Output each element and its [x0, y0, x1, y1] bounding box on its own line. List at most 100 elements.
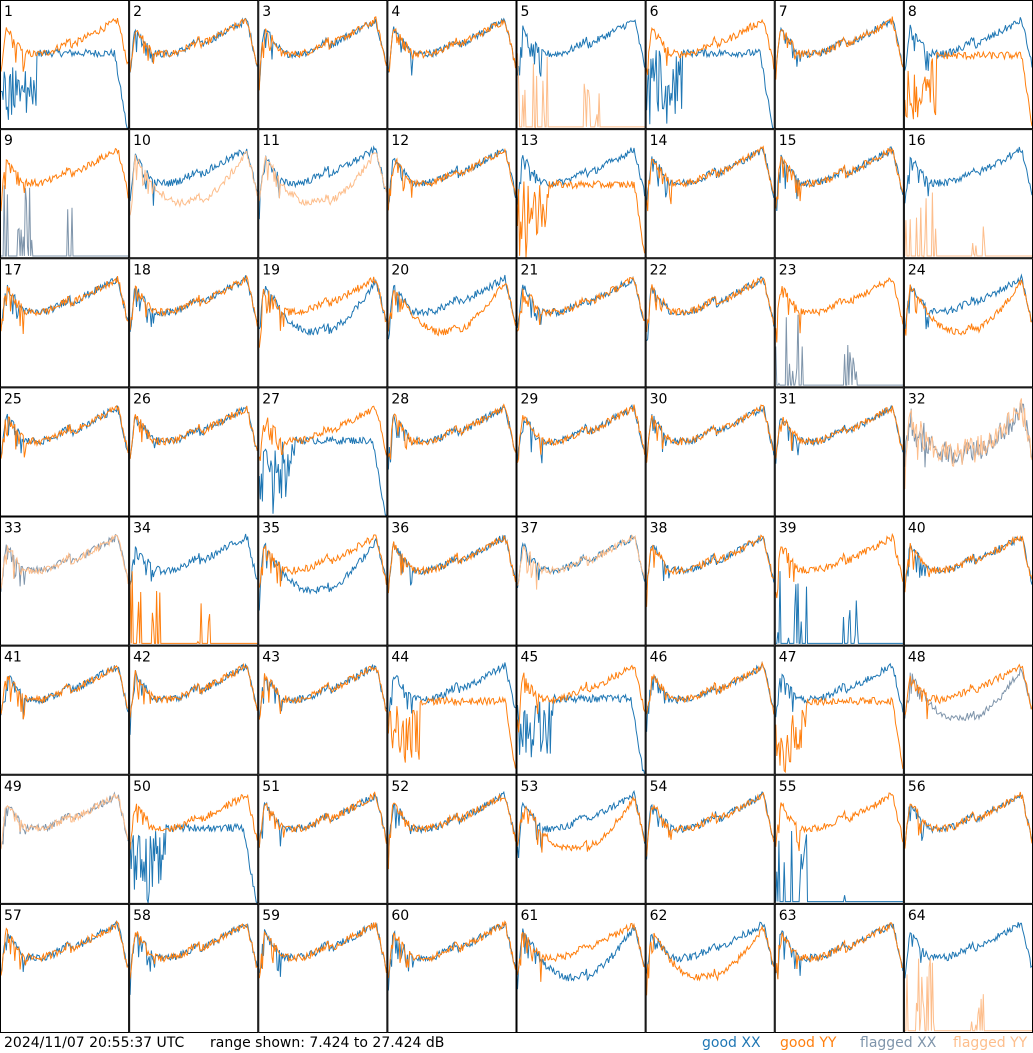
panel-7-xx-line [775, 18, 904, 75]
panel-34-frame [129, 516, 259, 646]
panel-3-yy-line [258, 16, 387, 91]
panel-34-xx-line [129, 533, 258, 586]
panel-47-label: 47 [779, 650, 797, 666]
panel-5: 5 [516, 0, 646, 130]
panel-60: 60 [387, 903, 517, 1033]
panel-53-yy-line [517, 795, 646, 853]
panel-52-yy-line [387, 793, 516, 870]
panel-45-frame [516, 645, 646, 775]
panel-47-frame [774, 645, 904, 775]
panel-13-xx-line [517, 147, 646, 205]
panel-16-xx-line [904, 146, 1033, 204]
panel-37: 37 [516, 516, 646, 646]
panel-22: 22 [645, 258, 775, 388]
panel-39-frame [774, 516, 904, 646]
range-text: range shown: 7.424 to 27.424 dB [210, 1035, 445, 1051]
panel-54: 54 [645, 774, 775, 904]
panel-7: 7 [774, 0, 904, 130]
panel-55-xx-line [775, 830, 903, 903]
panel-43-yy-line [258, 665, 387, 720]
panel-40-yy-line [904, 535, 1033, 593]
panel-9-frame [0, 129, 130, 259]
panel-34-label: 34 [133, 521, 151, 537]
panel-5-yy-line [517, 53, 645, 129]
panel-20-frame [387, 258, 517, 388]
panel-38-xx-line [646, 535, 775, 591]
panel-49-label: 49 [4, 779, 22, 795]
panel-19-yy-line [258, 276, 387, 348]
panel-47-yy-line [775, 696, 904, 774]
panel-11-frame [258, 129, 388, 259]
panel-44-xx-line [387, 662, 516, 727]
panel-28-yy-line [387, 403, 516, 460]
panel-48: 48 [903, 645, 1033, 775]
panel-37-label: 37 [521, 521, 539, 537]
panel-35-xx-line [258, 537, 387, 611]
panel-30-yy-line [646, 404, 775, 463]
panel-24-yy-line [904, 279, 1033, 336]
panel-35: 35 [258, 516, 388, 646]
panel-1-label: 1 [4, 4, 13, 20]
panel-10-yy-line [129, 150, 258, 216]
panel-8-frame [903, 0, 1033, 130]
panel-27-label: 27 [262, 391, 280, 407]
panel-39-yy-line [775, 532, 904, 599]
panel-63-yy-line [775, 922, 904, 980]
panel-18-frame [129, 258, 259, 388]
panel-37-yy-line [517, 533, 646, 590]
panel-58-frame [129, 903, 259, 1033]
panel-50-xx-line [129, 822, 258, 904]
panel-23: 23 [774, 258, 904, 388]
panel-64-xx-line [904, 922, 1033, 979]
panel-52-label: 52 [391, 779, 409, 795]
panel-20-xx-line [387, 274, 516, 340]
panel-63-frame [774, 903, 904, 1033]
panel-19-label: 19 [262, 262, 280, 278]
panel-11-yy-line [258, 152, 387, 207]
panel-28-label: 28 [391, 391, 409, 407]
panel-26: 26 [129, 387, 259, 517]
panel-19: 19 [258, 258, 388, 388]
panel-36-frame [387, 516, 517, 646]
panel-56-yy-line [904, 791, 1033, 849]
panel-55-label: 55 [779, 779, 797, 795]
panel-38: 38 [645, 516, 775, 646]
panel-27: 27 [258, 387, 388, 517]
panel-5-frame [516, 0, 646, 130]
panel-61-xx-line [517, 924, 646, 990]
panel-12-frame [387, 129, 517, 259]
panel-1: 1 [0, 0, 130, 130]
panel-29-label: 29 [521, 391, 539, 407]
panel-14-xx-line [646, 147, 775, 203]
panel-31-xx-line [775, 404, 904, 464]
panel-8-xx-line [904, 17, 1033, 71]
panel-20-yy-line [387, 283, 516, 337]
panel-24-label: 24 [908, 262, 926, 278]
panel-62-yy-line [646, 925, 775, 996]
panel-17: 17 [0, 258, 130, 388]
panel-34-yy-line [129, 571, 258, 644]
panel-27-yy-line [258, 405, 387, 462]
panel-2-label: 2 [133, 4, 142, 20]
panel-11-label: 11 [262, 133, 280, 149]
panel-42: 42 [129, 645, 259, 775]
panel-22-label: 22 [650, 262, 668, 278]
panel-27-xx-line [258, 435, 387, 516]
panel-56-xx-line [904, 794, 1033, 849]
panel-39: 39 [774, 516, 904, 646]
panel-40-xx-line [904, 536, 1033, 591]
panel-30: 30 [645, 387, 775, 517]
panel-30-label: 30 [650, 391, 668, 407]
panel-47-xx-line [775, 662, 904, 718]
panel-49: 49 [0, 774, 130, 904]
panel-9: 9 [0, 129, 130, 259]
panel-27-frame [258, 387, 388, 517]
panel-8: 8 [903, 0, 1033, 130]
panel-19-frame [258, 258, 388, 388]
panel-61-yy-line [517, 922, 645, 982]
panel-53-label: 53 [521, 779, 539, 795]
panel-14: 14 [645, 129, 775, 259]
panel-33-label: 33 [4, 521, 22, 537]
panel-40-label: 40 [908, 521, 926, 537]
